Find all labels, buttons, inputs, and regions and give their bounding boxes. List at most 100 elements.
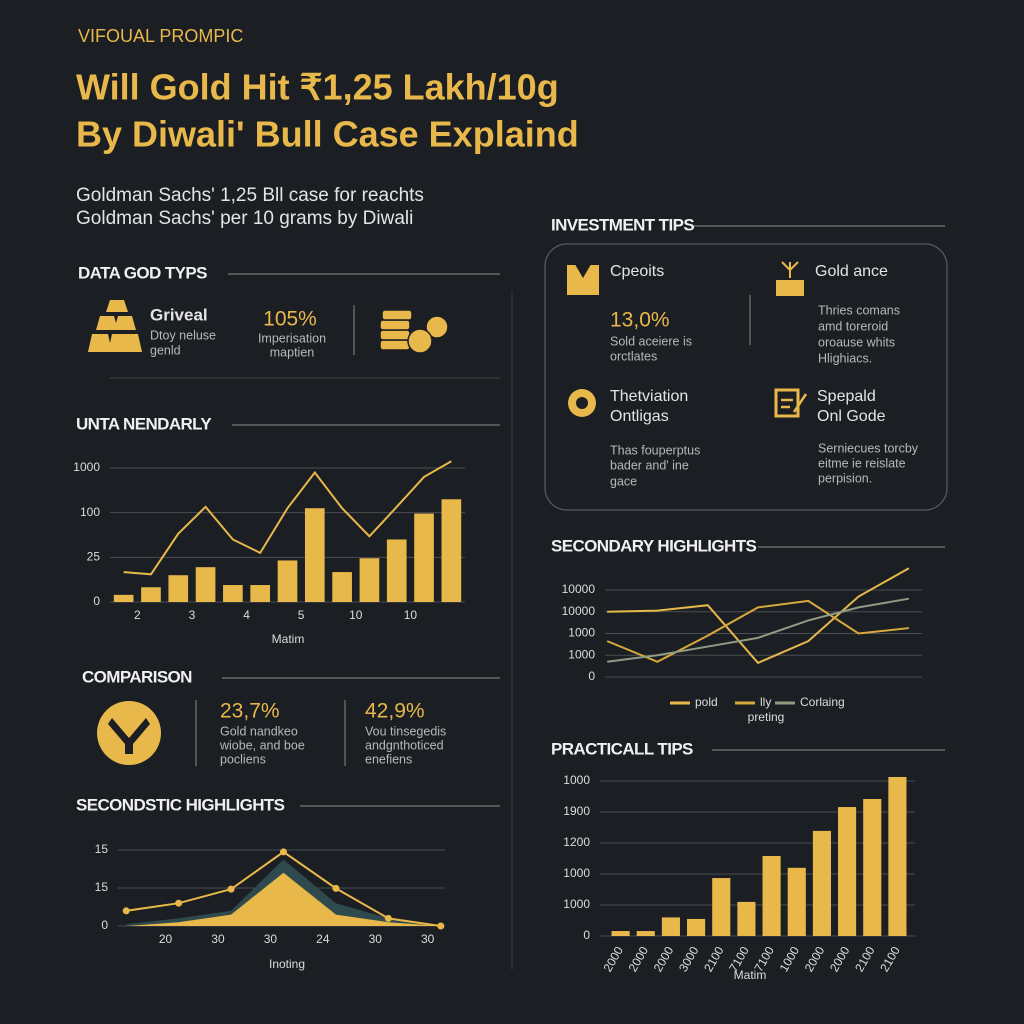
tip-text: Thas fouperptus: [610, 443, 700, 457]
bar: [787, 867, 806, 936]
item-text: Gold nandkeo: [220, 724, 298, 738]
tip-text: Serniecues torcby: [818, 441, 919, 455]
item-value: 105%: [263, 308, 317, 331]
tip-title: Onl Gode: [817, 408, 886, 425]
item-label: Griveal: [150, 305, 208, 324]
item-text: maptien: [270, 345, 315, 359]
x-tick-label: 2: [134, 608, 141, 622]
item-value: 42,9%: [365, 700, 425, 723]
bar: [838, 807, 857, 936]
item-text: wiobe, and boe: [219, 738, 305, 752]
tip-text: Hlighiacs.: [818, 351, 872, 365]
bar: [611, 931, 630, 936]
item-value: 23,7%: [220, 700, 280, 723]
section-heading: PRACTICALL TIPS: [551, 739, 693, 758]
x-axis-label: Inoting: [269, 957, 305, 971]
x-axis-label: Matim: [734, 968, 767, 982]
y-tick-label: 0: [93, 594, 100, 608]
bar: [304, 508, 325, 602]
section-heading: SECONDARY HIGHLIGHTS: [551, 536, 757, 555]
y-tick-label: 1000: [568, 647, 595, 661]
y-tick-label: 100: [80, 505, 100, 519]
tip-text: perpision.: [818, 471, 872, 485]
legend-title: preting: [748, 710, 785, 724]
x-axis-label: Matim: [272, 632, 305, 646]
bar: [812, 830, 831, 936]
section-heading: INVESTMENT TIPS: [551, 215, 694, 234]
line: [606, 599, 909, 663]
bar: [277, 560, 298, 602]
y-tick-label: 0: [588, 669, 595, 683]
y-tick-label: 25: [87, 550, 101, 564]
x-tick-label: 30: [264, 932, 278, 946]
y-tick-label: 0: [583, 928, 590, 942]
item-text: enefiens: [365, 752, 412, 766]
coins-icon: [379, 309, 449, 354]
bar: [863, 798, 882, 936]
bar: [661, 917, 680, 936]
kicker: VIFOUAL PROMPIC: [78, 26, 243, 46]
subtitle: Goldman Sachs' 1,25 Bll case for reachts: [76, 185, 424, 206]
point: [332, 884, 340, 892]
tip-icon: [568, 389, 596, 417]
bar: [441, 499, 462, 602]
legend-label: Corlaing: [800, 695, 845, 709]
title: By Diwali' Bull Case Explaind: [76, 114, 579, 155]
x-tick-label: 30: [211, 932, 225, 946]
title: Will Gold Hit ₹1,25 Lakh/10g: [76, 67, 559, 108]
section-heading: DATA GOD TYPS: [78, 263, 207, 282]
line: [607, 567, 910, 665]
gold-bars-icon: [88, 300, 142, 352]
section-heading: COMPARISON: [82, 667, 192, 686]
bar: [195, 567, 216, 602]
point: [175, 899, 183, 907]
line: [123, 460, 452, 576]
item-text: andgnthoticed: [365, 738, 444, 752]
item-text: Vou tinsegedis: [365, 724, 446, 738]
bar: [636, 931, 655, 936]
bar: [386, 539, 407, 602]
tip-title: Gold ance: [815, 263, 888, 280]
point: [227, 885, 235, 893]
section-heading: UNTA NENDARLY: [76, 414, 212, 433]
y-tick-label: 1900: [563, 804, 590, 818]
x-tick-label: 30: [369, 932, 383, 946]
y-tick-label: 1000: [563, 866, 590, 880]
x-tick-label: 3: [189, 608, 196, 622]
y-tick-label: 10000: [562, 582, 596, 596]
tip-text: bader and' ine: [610, 458, 689, 472]
y-tick-label: 15: [95, 842, 109, 856]
tip-value: 13,0%: [610, 309, 670, 332]
bar: [888, 776, 907, 936]
bar: [250, 585, 271, 602]
point: [280, 848, 287, 856]
tip-icon: [774, 388, 808, 418]
tip-icon: [565, 263, 601, 297]
pie-icon-mark: [108, 718, 150, 754]
bar: [141, 587, 161, 602]
y-tick-label: 1000: [73, 460, 100, 474]
point: [122, 907, 130, 915]
bar: [168, 575, 189, 602]
item-text: genld: [150, 343, 181, 357]
y-tick-label: 1000: [563, 897, 590, 911]
y-tick-label: 1000: [563, 773, 590, 787]
bar: [359, 558, 380, 602]
bar: [113, 594, 134, 602]
y-tick-label: 0: [101, 918, 108, 932]
bar: [737, 901, 756, 936]
y-tick-label: 10000: [562, 604, 596, 618]
section-heading: SECONDSTIC HIGHLIGHTS: [76, 795, 285, 814]
subtitle: Goldman Sachs' per 10 grams by Diwali: [76, 208, 413, 229]
x-tick-label: 24: [316, 932, 330, 946]
bar: [414, 513, 434, 602]
bar: [712, 878, 731, 936]
tip-text: amd toreroid: [818, 319, 888, 333]
line: [607, 597, 910, 663]
legend-label: lly: [760, 695, 771, 709]
item-text: Dtoy neluse: [150, 328, 216, 342]
x-tick-label: 30: [421, 932, 435, 946]
point: [437, 922, 445, 930]
x-tick-label: 20: [159, 932, 173, 946]
